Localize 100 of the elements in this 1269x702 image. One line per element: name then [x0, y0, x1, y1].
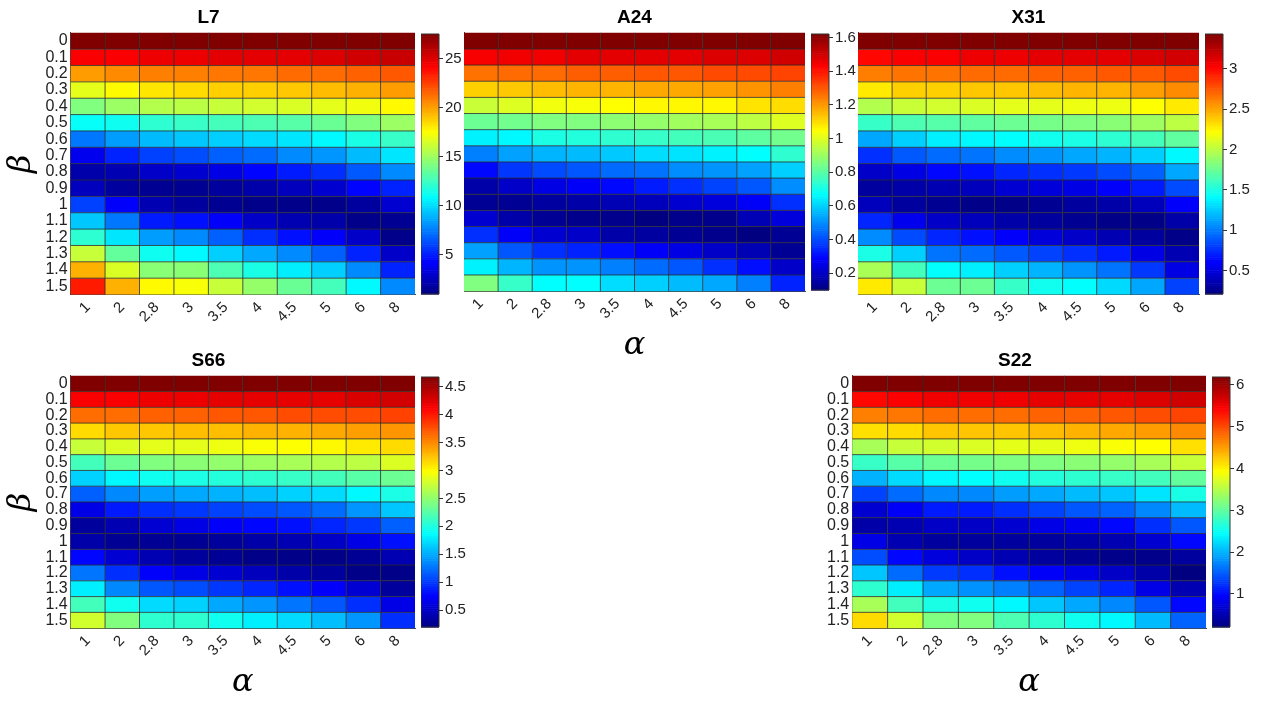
color-bar-label: 5 [1236, 416, 1245, 434]
color-bar-label: 1.6 [835, 27, 856, 45]
x-tick-label: 3.5 [203, 631, 231, 659]
y-tick-label: 0.9 [45, 516, 68, 534]
x-tick-label: 4.5 [272, 297, 300, 325]
color-bar-label: 3.5 [445, 432, 466, 450]
y-tick-label: 1 [58, 194, 68, 212]
x-tick-label: 2.8 [918, 631, 946, 659]
x-tick-label: 1 [74, 631, 93, 650]
x-tick-label: 4.5 [272, 631, 300, 659]
color-bar-label: 0.5 [445, 600, 466, 618]
y-tick-label: 1.2 [826, 563, 850, 581]
y-tick-label: 0.4 [45, 437, 68, 455]
y-tick-label: 1 [840, 531, 850, 549]
x-tick-label: 6 [350, 297, 369, 316]
x-tick-label: 6 [1134, 297, 1153, 316]
color-bar-label: 1 [445, 572, 454, 590]
color-bar-label: 4 [445, 404, 454, 422]
x-tick-label: 3.5 [203, 297, 231, 325]
y-tick-label: 1.3 [45, 579, 68, 597]
x-tick-label: 3 [570, 294, 589, 313]
y-tick-label: 0.1 [826, 389, 850, 407]
x-tick-label: 4.5 [663, 294, 691, 322]
chart-title: S22 [998, 348, 1032, 370]
y-tick-label: 1.3 [45, 244, 68, 262]
y-tick-label: 0.1 [45, 389, 68, 407]
y-tick-label: 0.9 [826, 516, 850, 534]
y-tick-label: 0.8 [826, 500, 850, 518]
x-tick-label: 5 [706, 294, 725, 313]
color-bar-label: 1.5 [1229, 179, 1250, 197]
x-axis-title: α [1018, 661, 1040, 700]
color-bar-label: 1 [1229, 220, 1238, 238]
color-bar-label: 6 [1236, 375, 1245, 393]
x-tick-label: 2 [109, 631, 128, 650]
x-tick-label: 4 [1033, 631, 1052, 650]
y-tick-label: 1.4 [45, 260, 68, 278]
y-tick-label: 1.5 [826, 610, 850, 628]
x-tick-label: 1 [74, 297, 93, 316]
color-bar-label: 0.5 [1229, 260, 1250, 278]
y-tick-label: 0.3 [826, 421, 850, 439]
color-bar-label: 10 [445, 195, 462, 213]
x-tick-label: 3 [963, 631, 982, 650]
x-tick-label: 4.5 [1060, 631, 1088, 659]
x-tick-label: 4 [638, 294, 657, 313]
color-bar-label: 4 [1236, 458, 1245, 476]
color-bar-label: 3 [445, 460, 454, 478]
y-tick-label: 0 [58, 374, 68, 392]
x-tick-label: 3 [178, 631, 197, 650]
x-tick-label: 6 [1140, 631, 1158, 650]
y-axis-title: β [0, 154, 38, 174]
y-tick-label: 0.6 [826, 468, 850, 486]
color-bar-label: 2 [1236, 542, 1245, 560]
color-bar-label: 2.5 [1229, 99, 1250, 117]
color-bar-label: 5 [445, 244, 454, 262]
y-tick-label: 1.1 [826, 547, 850, 565]
x-tick-label: 6 [740, 294, 759, 313]
color-bar-label: 2.5 [445, 488, 466, 506]
y-tick-label: 0.8 [45, 162, 68, 180]
x-tick-label: 4 [247, 297, 266, 316]
y-tick-label: 0.6 [45, 129, 68, 147]
x-tick-label: 1 [468, 294, 487, 313]
color-bar-label: 15 [445, 146, 462, 164]
y-tick-label: 0.7 [45, 484, 68, 502]
y-tick-label: 0.2 [45, 64, 68, 82]
x-tick-label: 2 [892, 631, 911, 650]
y-tick-label: 0.5 [45, 113, 68, 131]
y-tick-label: 1.3 [826, 579, 850, 597]
y-tick-label: 0.6 [45, 468, 68, 486]
chart-title: X31 [1011, 5, 1046, 27]
y-tick-label: 0.4 [826, 437, 850, 455]
y-tick-label: 0.1 [45, 47, 68, 65]
y-tick-label: 0.2 [826, 405, 850, 423]
x-tick-label: 3.5 [595, 294, 623, 322]
x-tick-label: 2 [896, 297, 915, 316]
color-bar-label: 2 [1229, 139, 1238, 157]
x-tick-label: 6 [350, 631, 369, 650]
y-tick-label: 0 [58, 31, 68, 49]
x-tick-label: 2 [109, 297, 128, 316]
y-tick-label: 0.5 [45, 452, 68, 470]
y-tick-label: 1.2 [45, 227, 68, 245]
x-tick-label: 5 [1100, 297, 1119, 316]
y-tick-label: 0.3 [45, 421, 68, 439]
color-bar-label: 25 [445, 48, 462, 66]
x-tick-label: 2.8 [135, 297, 162, 325]
x-tick-label: 3.5 [989, 631, 1017, 659]
y-tick-label: 1 [58, 531, 68, 549]
y-tick-label: 0.9 [45, 178, 68, 196]
x-tick-label: 2.8 [527, 294, 555, 322]
x-tick-label: 5 [316, 297, 334, 316]
x-tick-label: 2.8 [921, 297, 949, 325]
color-bar-label: 2 [445, 516, 454, 534]
y-tick-label: 1.5 [45, 610, 68, 628]
y-tick-label: 1.1 [45, 547, 68, 565]
y-tick-label: 0.7 [45, 145, 68, 163]
y-tick-label: 0.2 [45, 405, 68, 423]
color-bar-label: 3 [1236, 500, 1245, 518]
x-tick-label: 5 [316, 631, 334, 650]
x-tick-label: 8 [775, 294, 793, 313]
x-tick-label: 8 [384, 631, 403, 650]
y-tick-label: 0.5 [826, 452, 850, 470]
